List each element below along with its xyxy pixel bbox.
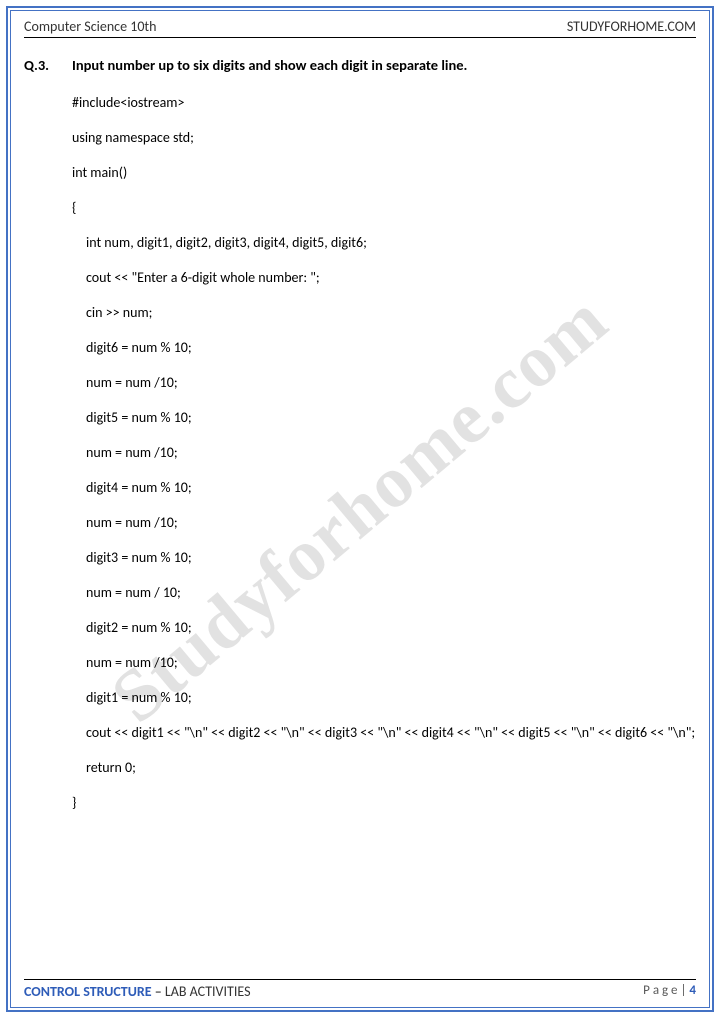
footer-chapter: CONTROL STRUCTURE: [24, 983, 152, 1000]
code-line: using namespace std;: [72, 127, 696, 148]
code-line: digit5 = num % 10;: [72, 407, 696, 428]
code-line: digit2 = num % 10;: [72, 617, 696, 638]
code-line: num = num /10;: [72, 372, 696, 393]
code-line: cout << digit1 << "\n" << digit2 << "\n"…: [72, 722, 696, 743]
question-number: Q.3.: [24, 56, 72, 74]
code-line: int main(): [72, 162, 696, 183]
code-line: num = num /10;: [72, 442, 696, 463]
code-line: }: [72, 792, 696, 813]
code-line: digit6 = num % 10;: [72, 337, 696, 358]
code-line: cout << "Enter a 6-digit whole number: "…: [72, 267, 696, 288]
header-left: Computer Science 10th: [24, 18, 156, 35]
footer-left: CONTROL STRUCTURE – LAB ACTIVITIES: [24, 983, 251, 1000]
page-number: 4: [689, 983, 696, 998]
footer-sub: LAB ACTIVITIES: [165, 983, 251, 1000]
question-row: Q.3. Input number up to six digits and s…: [24, 56, 696, 74]
code-line: int num, digit1, digit2, digit3, digit4,…: [72, 232, 696, 253]
page-header: Computer Science 10th STUDYFORHOME.COM: [24, 18, 696, 38]
page-content: Computer Science 10th STUDYFORHOME.COM Q…: [24, 18, 696, 1000]
code-line: num = num / 10;: [72, 582, 696, 603]
header-right: STUDYFORHOME.COM: [567, 18, 696, 35]
code-line: cin >> num;: [72, 302, 696, 323]
code-line: num = num /10;: [72, 652, 696, 673]
question-text: Input number up to six digits and show e…: [72, 56, 696, 74]
code-block: #include<iostream> using namespace std; in…: [72, 92, 696, 813]
code-line: {: [72, 197, 696, 218]
code-line: digit1 = num % 10;: [72, 687, 696, 708]
page-footer: CONTROL STRUCTURE – LAB ACTIVITIES P a g…: [24, 979, 696, 1000]
code-line: return 0;: [72, 757, 696, 778]
page-label: P a g e: [643, 983, 680, 998]
code-line: digit4 = num % 10;: [72, 477, 696, 498]
code-line: num = num /10;: [72, 512, 696, 533]
code-line: digit3 = num % 10;: [72, 547, 696, 568]
footer-separator: –: [152, 983, 165, 1000]
footer-right: P a g e | 4: [643, 983, 696, 1000]
code-line: #include<iostream>: [72, 92, 696, 113]
